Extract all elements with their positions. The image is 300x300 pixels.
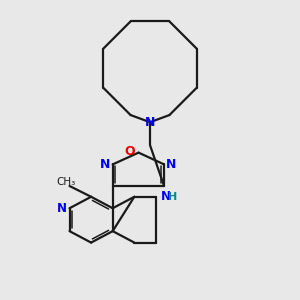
Text: N: N: [145, 116, 155, 129]
Text: N: N: [161, 190, 171, 203]
Text: CH₃: CH₃: [57, 177, 76, 187]
Text: O: O: [124, 145, 135, 158]
Text: H: H: [168, 192, 178, 202]
Text: N: N: [100, 158, 111, 171]
Text: N: N: [166, 158, 176, 171]
Text: N: N: [57, 202, 67, 215]
